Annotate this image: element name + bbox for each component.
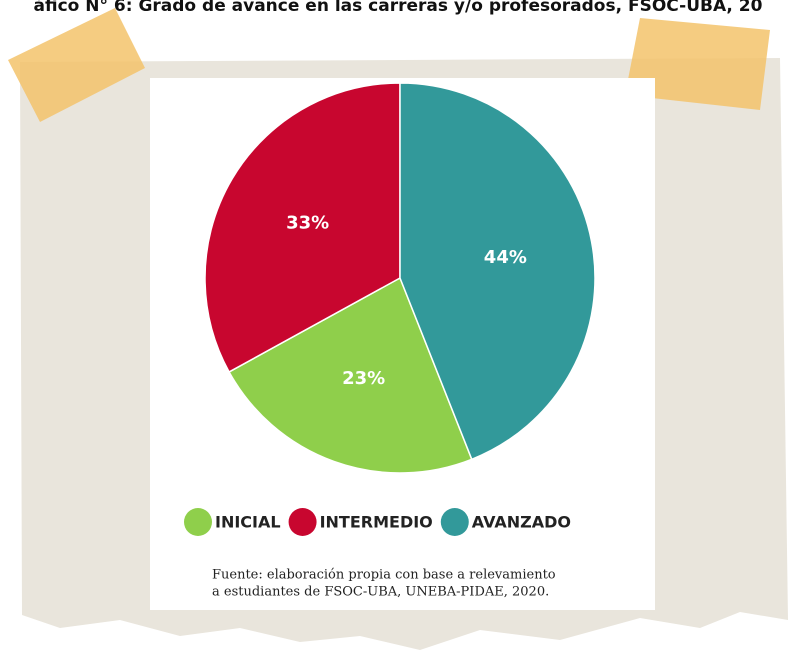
legend-swatch xyxy=(441,508,469,536)
legend-label: INICIAL xyxy=(215,513,281,532)
data-label: 23% xyxy=(342,368,385,389)
chart: áfico N° 6: Grado de avance en las carre… xyxy=(0,0,796,671)
source-line: a estudiantes de FSOC-UBA, UNEBA-PIDAE, … xyxy=(212,585,549,600)
page: {"chart_data": {"type": "pie", "title": … xyxy=(0,0,796,671)
source-line: Fuente: elaboración propia con base a re… xyxy=(212,568,556,583)
legend-label: AVANZADO xyxy=(472,513,571,532)
chart-title: áfico N° 6: Grado de avance en las carre… xyxy=(34,0,763,16)
data-label: 44% xyxy=(484,247,527,268)
data-label: 33% xyxy=(286,212,329,233)
legend-swatch xyxy=(184,508,212,536)
pie: 23% 33% 44% xyxy=(205,83,595,473)
legend-label: INTERMEDIO xyxy=(320,513,433,532)
legend-swatch xyxy=(289,508,317,536)
